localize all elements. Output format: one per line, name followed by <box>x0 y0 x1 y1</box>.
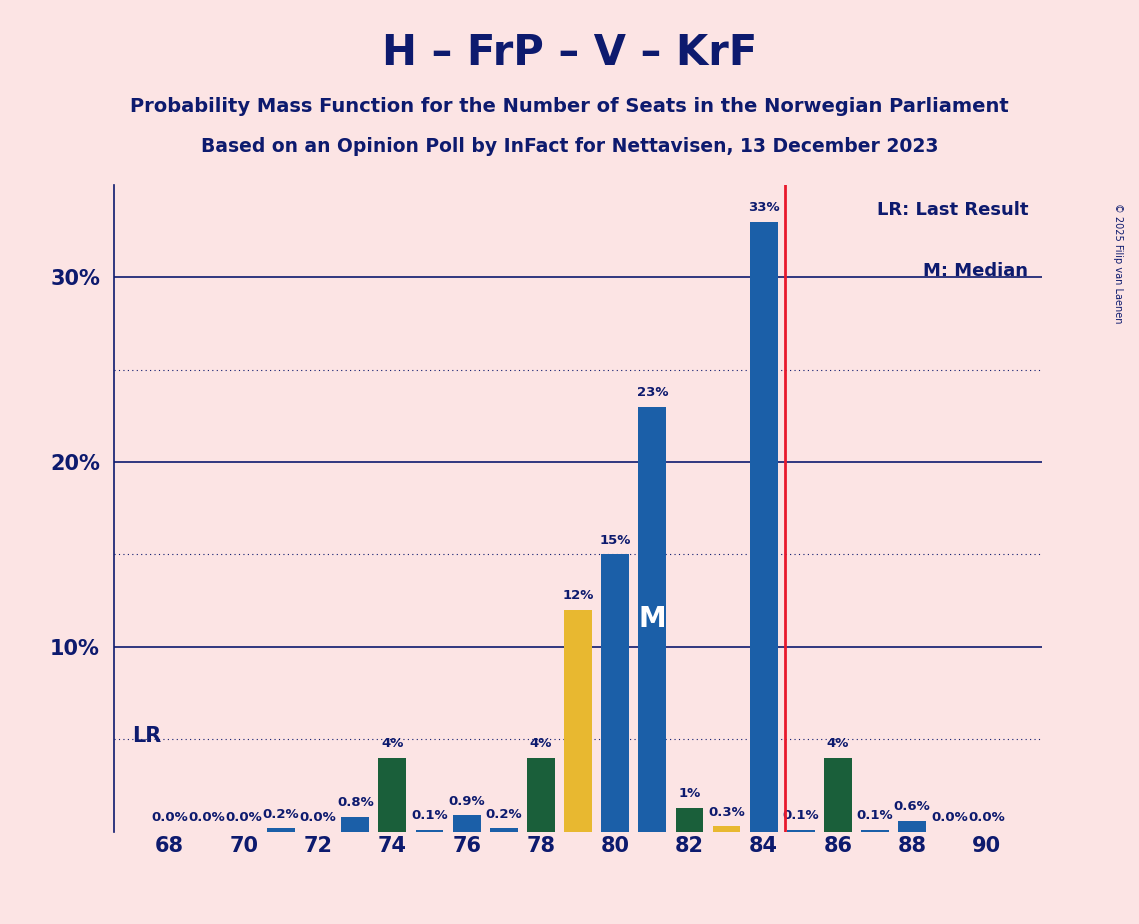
Text: M: M <box>639 605 666 633</box>
Text: 23%: 23% <box>637 386 669 399</box>
Text: M: Median: M: Median <box>924 262 1029 280</box>
Bar <box>861 830 890 832</box>
Text: 4%: 4% <box>530 737 552 750</box>
Bar <box>823 758 852 832</box>
Bar <box>416 830 443 832</box>
Text: © 2025 Filip van Laenen: © 2025 Filip van Laenen <box>1114 203 1123 323</box>
Text: 0.8%: 0.8% <box>337 796 374 809</box>
Text: 0.2%: 0.2% <box>485 808 522 821</box>
Bar <box>267 828 295 832</box>
Bar <box>675 808 704 832</box>
Text: 0.0%: 0.0% <box>931 811 968 824</box>
Text: 33%: 33% <box>748 201 779 214</box>
Text: 0.3%: 0.3% <box>708 806 745 819</box>
Text: 0.1%: 0.1% <box>782 809 819 822</box>
Bar <box>527 758 555 832</box>
Bar <box>564 610 592 832</box>
Text: 0.9%: 0.9% <box>449 795 485 808</box>
Bar <box>490 828 518 832</box>
Text: 1%: 1% <box>679 787 700 800</box>
Text: 12%: 12% <box>563 590 593 602</box>
Text: 0.0%: 0.0% <box>968 811 1005 824</box>
Text: 0.2%: 0.2% <box>263 808 300 821</box>
Bar <box>899 821 926 832</box>
Bar <box>713 826 740 832</box>
Text: Probability Mass Function for the Number of Seats in the Norwegian Parliament: Probability Mass Function for the Number… <box>130 97 1009 116</box>
Bar <box>342 817 369 832</box>
Text: 0.1%: 0.1% <box>857 809 893 822</box>
Text: 4%: 4% <box>382 737 403 750</box>
Text: 15%: 15% <box>599 534 631 547</box>
Text: LR: LR <box>132 725 162 746</box>
Text: LR: Last Result: LR: Last Result <box>877 201 1029 219</box>
Text: 0.6%: 0.6% <box>894 800 931 813</box>
Bar <box>787 830 814 832</box>
Bar <box>638 407 666 832</box>
Text: 0.0%: 0.0% <box>188 811 226 824</box>
Bar <box>378 758 407 832</box>
Text: Based on an Opinion Poll by InFact for Nettavisen, 13 December 2023: Based on an Opinion Poll by InFact for N… <box>200 137 939 156</box>
Bar <box>452 815 481 832</box>
Bar <box>749 222 778 832</box>
Text: 4%: 4% <box>827 737 850 750</box>
Text: 0.0%: 0.0% <box>151 811 188 824</box>
Bar <box>601 554 629 832</box>
Text: 0.0%: 0.0% <box>226 811 262 824</box>
Text: 0.0%: 0.0% <box>300 811 336 824</box>
Text: 0.1%: 0.1% <box>411 809 448 822</box>
Text: H – FrP – V – KrF: H – FrP – V – KrF <box>382 32 757 74</box>
